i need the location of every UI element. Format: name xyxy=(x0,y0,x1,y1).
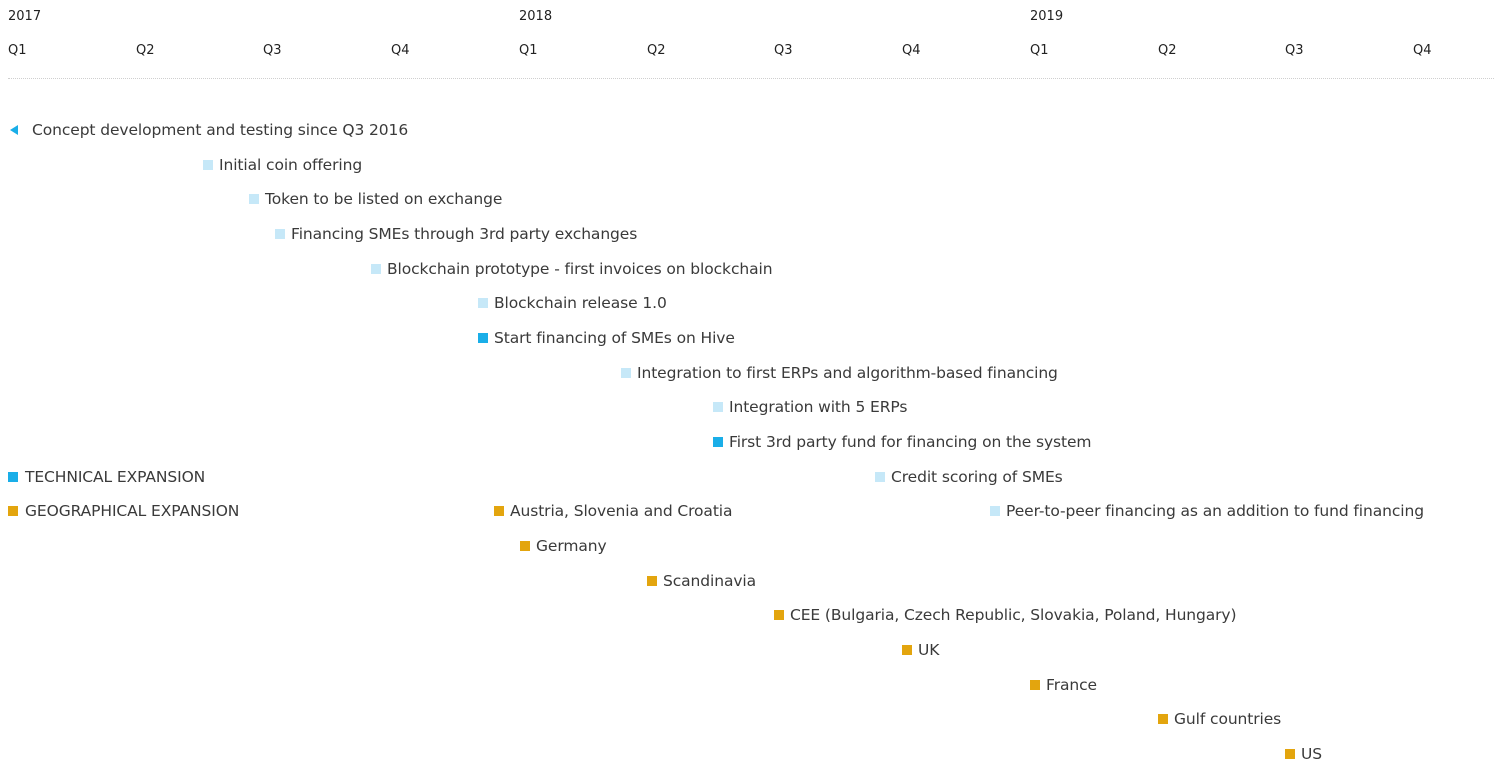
milestone-item: Blockchain release 1.0 xyxy=(478,292,667,314)
milestone-label: Start financing of SMEs on Hive xyxy=(494,329,735,347)
milestone-item: US xyxy=(1285,743,1322,765)
quarter-label: Q3 xyxy=(774,43,793,58)
milestone-label: Integration to first ERPs and algorithm-… xyxy=(637,364,1058,382)
milestone-item: UK xyxy=(902,639,939,661)
milestone-label: Token to be listed on exchange xyxy=(265,190,503,208)
square-marker-icon xyxy=(275,229,285,239)
square-marker-icon xyxy=(249,194,259,204)
year-label-2017: 2017 xyxy=(8,9,42,24)
milestone-item: Financing SMEs through 3rd party exchang… xyxy=(275,223,637,245)
milestone-item: Integration to first ERPs and algorithm-… xyxy=(621,362,1058,384)
square-marker-icon xyxy=(1158,714,1168,724)
square-marker-icon xyxy=(371,264,381,274)
square-marker-icon xyxy=(1285,749,1295,759)
milestone-item: Austria, Slovenia and Croatia xyxy=(494,500,733,522)
milestone-label: CEE (Bulgaria, Czech Republic, Slovakia,… xyxy=(790,606,1237,624)
milestone-item: Credit scoring of SMEs xyxy=(875,466,1063,488)
milestone-label: Austria, Slovenia and Croatia xyxy=(510,502,733,520)
milestone-item: Start financing of SMEs on Hive xyxy=(478,327,735,349)
square-marker-icon xyxy=(713,402,723,412)
quarter-label: Q4 xyxy=(391,43,410,58)
square-marker-icon xyxy=(8,506,18,516)
quarter-label: Q1 xyxy=(1030,43,1049,58)
milestone-item: Initial coin offering xyxy=(203,154,362,176)
legend-label: GEOGRAPHICAL EXPANSION xyxy=(25,502,240,520)
legend-technical-expansion: TECHNICAL EXPANSION xyxy=(8,466,205,488)
square-marker-icon xyxy=(478,333,488,343)
legend-label: TECHNICAL EXPANSION xyxy=(25,468,206,486)
square-marker-icon xyxy=(774,610,784,620)
square-marker-icon xyxy=(203,160,213,170)
milestone-item: Blockchain prototype - first invoices on… xyxy=(371,258,773,280)
milestone-label: UK xyxy=(918,641,940,659)
milestone-label: Credit scoring of SMEs xyxy=(891,468,1063,486)
milestone-item: Gulf countries xyxy=(1158,708,1281,730)
square-marker-icon xyxy=(902,645,912,655)
year-label-2019: 2019 xyxy=(1030,9,1064,24)
square-marker-icon xyxy=(621,368,631,378)
milestone-label: First 3rd party fund for financing on th… xyxy=(729,433,1092,451)
milestone-item: Peer-to-peer financing as an addition to… xyxy=(990,500,1424,522)
milestone-item: CEE (Bulgaria, Czech Republic, Slovakia,… xyxy=(774,604,1237,626)
milestone-label: Financing SMEs through 3rd party exchang… xyxy=(291,225,638,243)
milestone-item: Concept development and testing since Q3… xyxy=(8,119,408,141)
quarter-label: Q4 xyxy=(902,43,921,58)
milestone-label: France xyxy=(1046,676,1097,694)
milestone-label: Scandinavia xyxy=(663,572,757,590)
quarter-label: Q2 xyxy=(1158,43,1177,58)
milestone-label: US xyxy=(1301,745,1322,763)
quarter-label: Q3 xyxy=(1285,43,1304,58)
square-marker-icon xyxy=(520,541,530,551)
square-marker-icon xyxy=(713,437,723,447)
legend-geographical-expansion: GEOGRAPHICAL EXPANSION xyxy=(8,500,239,522)
quarter-label: Q2 xyxy=(136,43,155,58)
milestone-item: Integration with 5 ERPs xyxy=(713,396,907,418)
square-marker-icon xyxy=(1030,680,1040,690)
square-marker-icon xyxy=(478,298,488,308)
square-marker-icon xyxy=(647,576,657,586)
milestone-label: Blockchain release 1.0 xyxy=(494,294,667,312)
milestone-item: Germany xyxy=(520,535,607,557)
triangle-left-icon xyxy=(10,125,18,135)
milestone-label: Blockchain prototype - first invoices on… xyxy=(387,260,773,278)
square-marker-icon xyxy=(8,472,18,482)
milestone-label: Integration with 5 ERPs xyxy=(729,398,908,416)
header-divider xyxy=(8,78,1494,79)
quarter-label: Q1 xyxy=(8,43,27,58)
milestone-label: Germany xyxy=(536,537,607,555)
square-marker-icon xyxy=(494,506,504,516)
milestone-label: Peer-to-peer financing as an addition to… xyxy=(1006,502,1424,520)
milestone-label: Gulf countries xyxy=(1174,710,1282,728)
milestone-item: France xyxy=(1030,674,1097,696)
quarter-label: Q3 xyxy=(263,43,282,58)
quarter-label: Q4 xyxy=(1413,43,1432,58)
square-marker-icon xyxy=(875,472,885,482)
milestone-item: First 3rd party fund for financing on th… xyxy=(713,431,1092,453)
quarter-label: Q2 xyxy=(647,43,666,58)
milestone-item: Scandinavia xyxy=(647,570,756,592)
milestone-label: Concept development and testing since Q3… xyxy=(32,121,409,139)
year-label-2018: 2018 xyxy=(519,9,553,24)
quarter-label: Q1 xyxy=(519,43,538,58)
milestone-item: Token to be listed on exchange xyxy=(249,188,502,210)
milestone-label: Initial coin offering xyxy=(219,156,363,174)
square-marker-icon xyxy=(990,506,1000,516)
